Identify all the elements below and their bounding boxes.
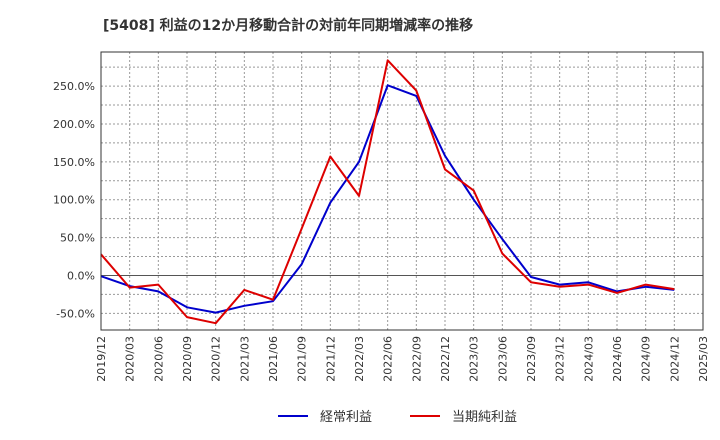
x-tick-label: 2023/09 (525, 336, 538, 382)
x-tick-label: 2020/06 (152, 336, 165, 382)
x-tick-label: 2021/06 (267, 336, 280, 382)
x-tick-label: 2024/09 (640, 336, 653, 382)
x-tick-label: 2023/03 (468, 336, 481, 382)
x-tick-label: 2021/12 (324, 336, 337, 382)
series-line-1 (100, 84, 675, 314)
y-tick-label: -50.0% (56, 307, 95, 320)
x-tick-label: 2020/09 (181, 336, 194, 382)
x-tick-label: 2022/09 (410, 336, 423, 382)
legend-label-2: 当期純利益 (452, 410, 517, 425)
plot-frame (100, 51, 704, 331)
y-tick-label: 100.0% (53, 194, 95, 207)
x-tick-label: 2021/09 (296, 336, 309, 382)
x-tick-label: 2022/03 (353, 336, 366, 382)
x-tick-label: 2022/06 (382, 336, 395, 382)
x-tick-label: 2020/03 (124, 336, 137, 382)
x-axis-ticks: 2019/12 2020/03 2020/06 2020/09 2020/12 2021/… (95, 336, 710, 382)
legend-label-1: 経常利益 (320, 410, 372, 425)
x-tick-label: 2021/03 (238, 336, 251, 382)
x-tick-label: 2019/12 (95, 336, 108, 382)
y-tick-label: 250.0% (53, 80, 95, 93)
x-tick-label: 2024/12 (668, 336, 681, 382)
x-tick-label: 2025/03 (697, 336, 710, 382)
y-tick-label: 150.0% (53, 156, 95, 169)
x-tick-label: 2023/06 (496, 336, 509, 382)
grid-lines (100, 52, 704, 330)
x-tick-label: 2020/12 (210, 336, 223, 382)
chart-title: [5408] 利益の12か月移動合計の対前年同期増減率の推移 (103, 17, 473, 34)
legend: 経常利益 当期純利益 (278, 410, 517, 425)
series-lines (100, 59, 675, 325)
y-tick-label: 0.0% (67, 269, 95, 282)
x-tick-label: 2024/03 (582, 336, 595, 382)
y-axis-ticks: 250.0% 200.0% 150.0% 100.0% 50.0% 0.0% -50.0% (53, 80, 95, 320)
y-tick-label: 50.0% (60, 232, 95, 245)
series-line-2 (100, 59, 675, 325)
x-tick-label: 2022/12 (439, 336, 452, 382)
x-tick-label: 2024/06 (611, 336, 624, 382)
y-tick-label: 200.0% (53, 118, 95, 131)
plot-area (101, 52, 703, 330)
x-tick-label: 2023/12 (554, 336, 567, 382)
